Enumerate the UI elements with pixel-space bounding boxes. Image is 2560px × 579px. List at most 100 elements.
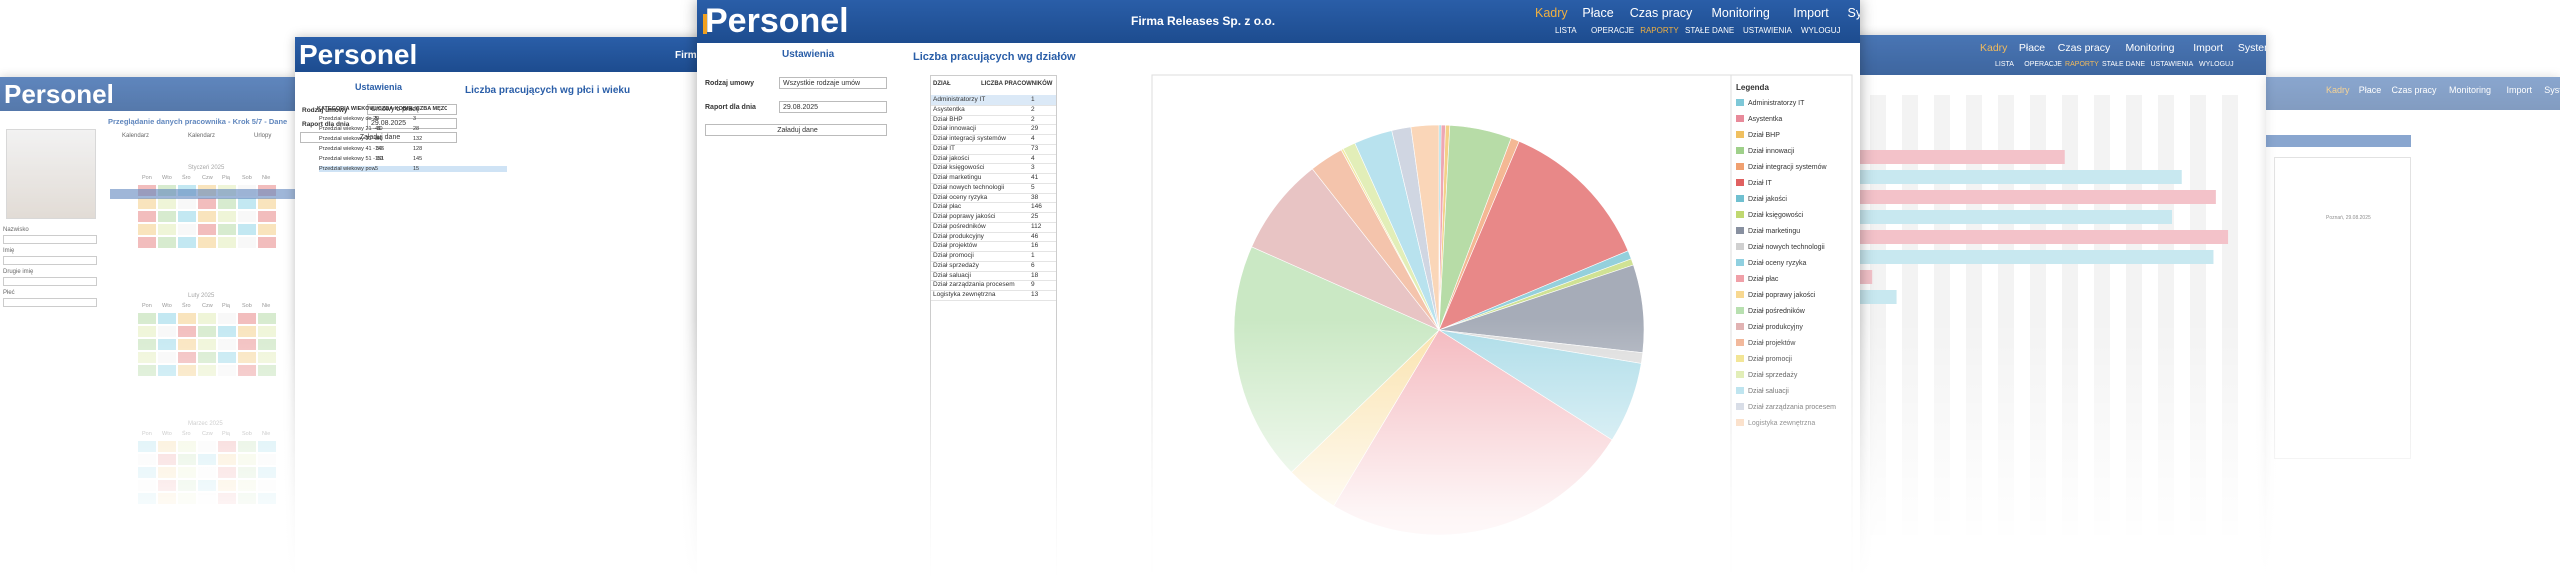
- window-gender-age: Personel Firma Ustawienia Rodzaj umowy Umowy…: [295, 37, 705, 579]
- day-cell: [198, 352, 216, 363]
- subnav-item[interactable]: RAPORTY: [2065, 61, 2099, 68]
- dept-count: 18: [1031, 271, 1039, 279]
- legend-swatch: [1736, 131, 1744, 138]
- day-cell: [138, 467, 156, 478]
- legend-label: Dział pośredników: [1748, 308, 1806, 315]
- legend-swatch: [1736, 387, 1744, 394]
- legend-label: Dział projektów: [1748, 340, 1796, 347]
- nav-item[interactable]: Monitoring: [2125, 42, 2175, 54]
- dept-name: Asystentka: [933, 105, 965, 113]
- field-input: [3, 235, 97, 244]
- report-title: Liczba pracujących wg płci i wieku: [465, 85, 631, 96]
- weekday: Śro: [182, 303, 191, 309]
- legend-swatch: [1736, 339, 1744, 346]
- day-cell: [158, 237, 176, 248]
- field-label: Nazwisko: [3, 227, 29, 233]
- header: [1850, 35, 2266, 75]
- nav-item[interactable]: Import: [2193, 42, 2224, 54]
- nav-item[interactable]: Czas pracy: [2057, 42, 2111, 54]
- nav-item[interactable]: Kadry: [2326, 85, 2350, 95]
- subnav-item[interactable]: WYLOGUJ: [2199, 61, 2234, 68]
- day-cell: [218, 365, 236, 376]
- legend-swatch: [1736, 291, 1744, 298]
- dept-name: Dział integracji systemów: [933, 135, 1006, 142]
- day-cell: [218, 237, 236, 248]
- table-cell: 15: [413, 166, 507, 172]
- day-cell: [218, 198, 236, 209]
- nav-item[interactable]: Płace: [2018, 42, 2046, 54]
- nav-item[interactable]: Kadry: [1980, 42, 2008, 54]
- settings-title: Ustawienia: [355, 82, 403, 92]
- day-cell: [178, 352, 196, 363]
- legend-swatch: [1736, 211, 1744, 218]
- legend-swatch: [1736, 115, 1744, 122]
- day-cell: [138, 237, 156, 248]
- doc-bar: [2266, 135, 2411, 147]
- day-cell: [178, 313, 196, 324]
- legend-label: Administratorzy IT: [1748, 100, 1805, 107]
- legend-label: Dział zarządzania procesem: [1748, 404, 1836, 411]
- day-cell: [238, 441, 256, 452]
- pie-chart: Administratorzy IT Asystentka Dział BHP Dzi…: [1151, 74, 1853, 579]
- legend-label: Dział integracji systemów: [1748, 164, 1828, 171]
- day-cell: [138, 454, 156, 465]
- tab[interactable]: Kalendarz: [122, 133, 150, 139]
- dept-count: 29: [1031, 125, 1039, 133]
- subnav-item[interactable]: OPERACJE: [2024, 61, 2062, 68]
- subnav-item[interactable]: USTAWIENIA: [2150, 61, 2194, 68]
- day-cell: [158, 326, 176, 337]
- dept-count: 9: [1031, 281, 1035, 289]
- day-cell: [158, 365, 176, 376]
- subnav-item[interactable]: LISTA: [1995, 61, 2014, 68]
- dept-count: 2: [1031, 115, 1035, 123]
- day-cell: [238, 339, 256, 350]
- day-cell: [258, 211, 276, 222]
- nav-item[interactable]: Import: [2506, 85, 2533, 95]
- weekday: Czw: [202, 303, 213, 309]
- day-cell: [258, 198, 276, 209]
- logo: Personel: [299, 39, 418, 70]
- day-cell: [218, 326, 236, 337]
- window-document: Kadry Płace Czas pracy Monitoring Import Syst…: [2266, 77, 2560, 579]
- day-cell: [218, 480, 236, 491]
- dept-name: Dział promocji: [933, 252, 974, 259]
- day-cell: [178, 493, 196, 504]
- column-band: [2158, 95, 2174, 535]
- nav-item[interactable]: System: [2237, 42, 2266, 54]
- bar-chart: [1860, 95, 2238, 535]
- subnav-item[interactable]: STAŁE DANE: [2102, 61, 2146, 68]
- field-label: Płeć: [3, 290, 15, 296]
- day-cell: [198, 211, 216, 222]
- legend-label: Dział poprawy jakości: [1748, 292, 1816, 299]
- nav-item[interactable]: Czas pracy: [2391, 85, 2437, 95]
- day-cell: [238, 326, 256, 337]
- legend-swatch: [1736, 195, 1744, 202]
- weekday: Pią: [222, 175, 230, 181]
- bar: [1860, 190, 2216, 204]
- day-cell: [138, 224, 156, 235]
- weekday: Nie: [262, 175, 271, 181]
- dept-name: Dział innowacji: [933, 125, 976, 133]
- window-employee: Personel Przeglądanie danych pracownika -…: [0, 77, 300, 579]
- dept-name: Dział IT: [933, 144, 956, 152]
- day-cell: [218, 352, 236, 363]
- legend-label: Dział księgowości: [1748, 212, 1804, 219]
- day-cell: [258, 454, 276, 465]
- dept-count: 41: [1031, 174, 1039, 181]
- weekday: Pią: [222, 431, 230, 437]
- day-cell: [238, 467, 256, 478]
- day-cell: [238, 211, 256, 222]
- bar: [1860, 250, 2214, 264]
- tab[interactable]: Urlopy: [254, 133, 272, 139]
- dept-name: Dział nowych technologii: [933, 183, 1005, 191]
- nav-item[interactable]: Monitoring: [2449, 85, 2492, 95]
- day-cell: [218, 224, 236, 235]
- dept-count: 1: [1031, 96, 1035, 103]
- nav-item[interactable]: System: [2544, 85, 2560, 95]
- weekday: Pon: [142, 431, 152, 437]
- day-cell: [198, 326, 216, 337]
- legend-label: Logistyka zewnętrzna: [1748, 420, 1815, 427]
- nav-item[interactable]: Płace: [2358, 85, 2382, 95]
- tab[interactable]: Kalendarz: [188, 133, 216, 139]
- legend-swatch: [1736, 147, 1744, 154]
